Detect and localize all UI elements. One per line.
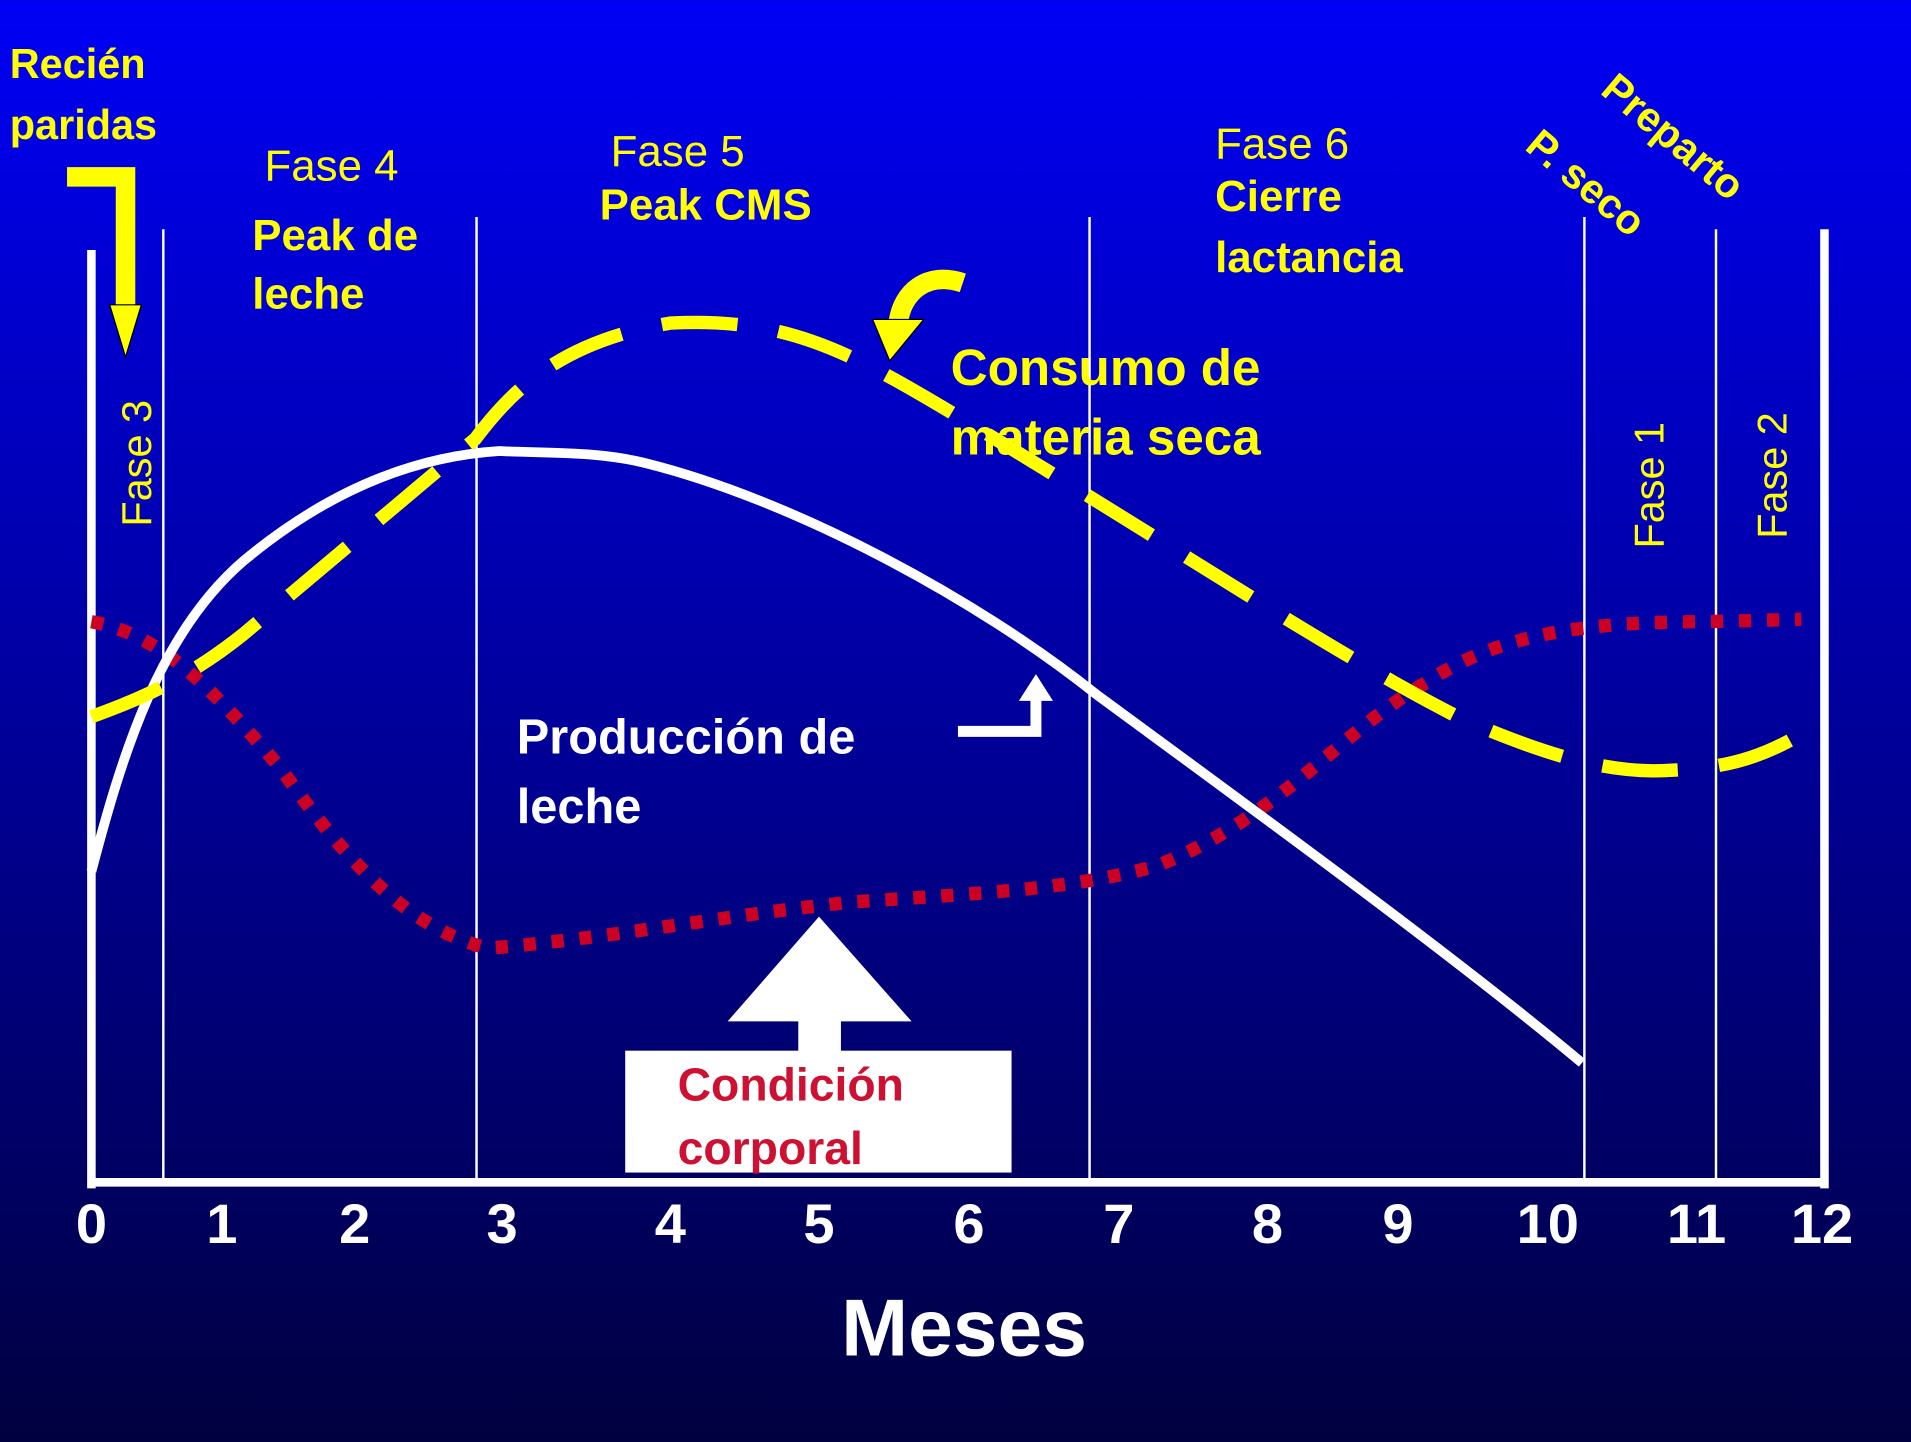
intake-curve xyxy=(89,315,1805,778)
x-tick-label: 2 xyxy=(339,1192,370,1255)
curve-label: Producción de xyxy=(517,710,856,764)
x-tick-label: 6 xyxy=(953,1192,984,1255)
x-tick-label: 5 xyxy=(803,1192,834,1255)
intake-arrow xyxy=(871,269,966,363)
x-tick-label: 9 xyxy=(1382,1192,1413,1255)
curve-label: Condición xyxy=(678,1059,904,1111)
x-tick-label: 4 xyxy=(655,1192,686,1255)
phase-label: Fase 1 xyxy=(1626,422,1673,549)
body-arrow xyxy=(625,916,1012,1173)
phase-label: Fase 2 xyxy=(1749,412,1796,539)
phase-label: Fase 6 xyxy=(1215,120,1349,169)
x-tick-label: 1 xyxy=(206,1192,237,1255)
newborn-arrow xyxy=(67,167,143,360)
x-tick-label: 3 xyxy=(487,1192,518,1255)
phase-label: Fase 5 xyxy=(611,127,745,176)
x-tick-label: 0 xyxy=(76,1192,107,1255)
x-tick-label: 12 xyxy=(1791,1192,1853,1255)
milk-arrow xyxy=(957,674,1053,737)
x-tick-label: 11 xyxy=(1667,1192,1726,1255)
x-tick-label: 10 xyxy=(1517,1192,1579,1255)
phase-label: Fase 3 xyxy=(113,400,160,527)
curve-label: corporal xyxy=(678,1122,863,1174)
curve-label: materia seca xyxy=(951,409,1262,466)
phase-desc: leche xyxy=(252,269,364,318)
phase-desc: Peak CMS xyxy=(600,180,812,229)
body-condition-curve xyxy=(90,612,1802,956)
phase-desc: Cierre xyxy=(1215,172,1342,221)
phase-label: Fase 4 xyxy=(264,141,398,190)
phase-desc: lactancia xyxy=(1215,233,1403,282)
x-axis-label: Meses xyxy=(841,1283,1087,1373)
x-tick-label: 7 xyxy=(1103,1192,1134,1255)
newborn-label: Recién xyxy=(10,40,146,87)
phase-desc: Peak de xyxy=(252,211,418,260)
curve-label: Consumo de xyxy=(951,339,1261,396)
x-tick-label: 8 xyxy=(1252,1192,1283,1255)
axes xyxy=(87,229,1829,1189)
phase-lines xyxy=(162,217,1718,1183)
milk-curve xyxy=(86,446,1586,1067)
newborn-label: paridas xyxy=(10,101,157,148)
curve-label: leche xyxy=(517,780,642,834)
